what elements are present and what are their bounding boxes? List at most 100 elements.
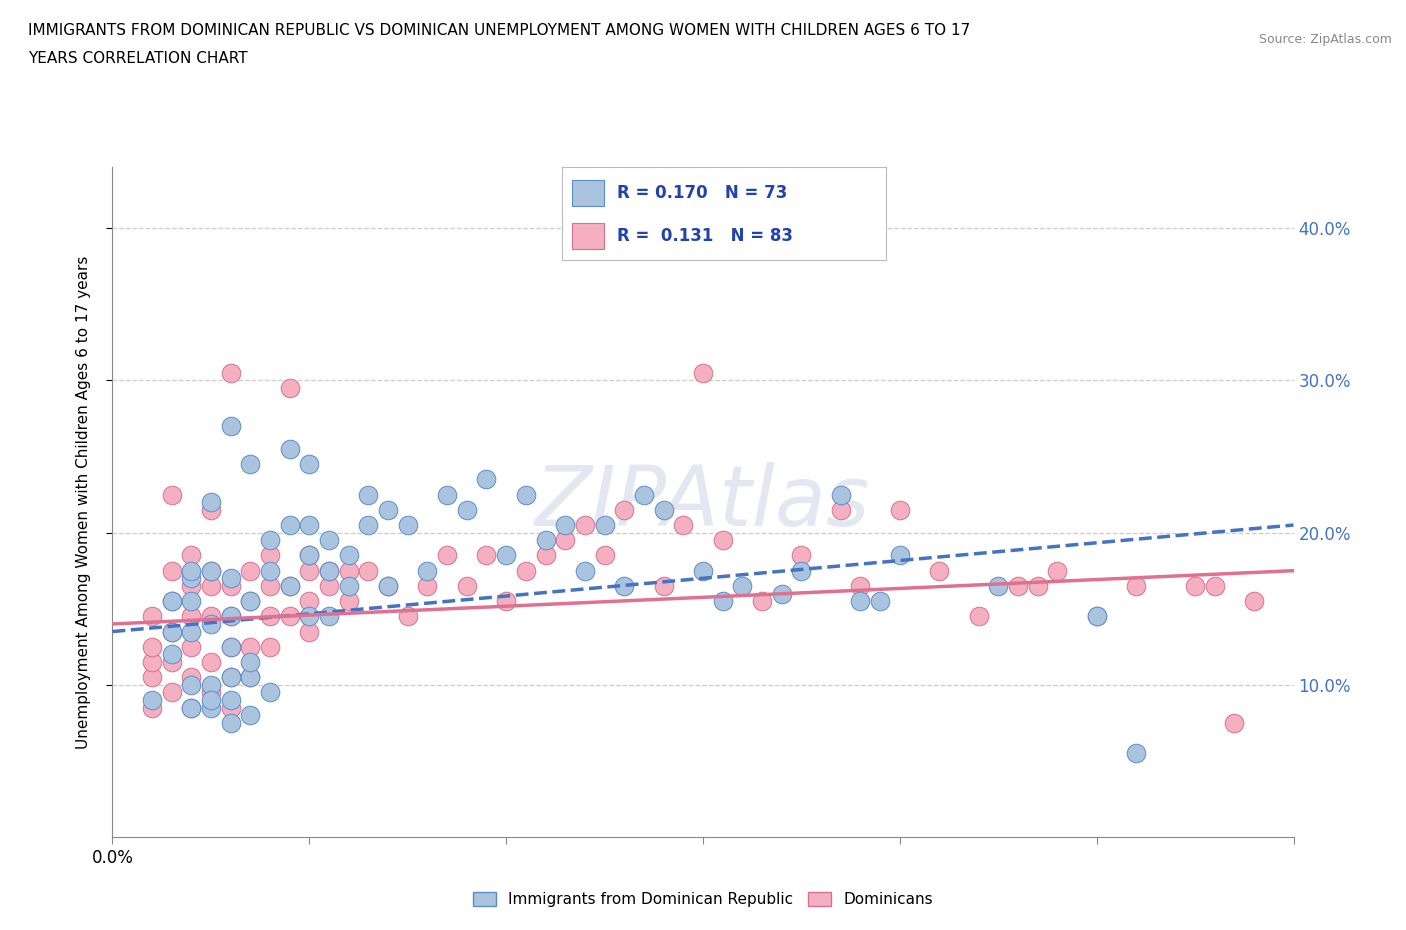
Dominicans xyxy=(180,548,202,563)
Immigrants from Dominican Republic xyxy=(141,693,163,708)
Dominicans xyxy=(711,533,734,548)
Dominicans xyxy=(219,670,242,684)
Immigrants from Dominican Republic xyxy=(318,564,340,578)
Text: ZIPAtlas: ZIPAtlas xyxy=(536,461,870,543)
Dominicans xyxy=(239,593,262,608)
Dominicans xyxy=(928,564,950,578)
Dominicans xyxy=(200,578,222,593)
Immigrants from Dominican Republic xyxy=(593,518,616,533)
Dominicans xyxy=(298,593,321,608)
Dominicans xyxy=(180,609,202,624)
Immigrants from Dominican Republic xyxy=(180,593,202,608)
Dominicans xyxy=(141,609,163,624)
Immigrants from Dominican Republic xyxy=(200,495,222,510)
Immigrants from Dominican Republic xyxy=(337,548,360,563)
Immigrants from Dominican Republic xyxy=(219,571,242,586)
Dominicans xyxy=(692,365,714,380)
Immigrants from Dominican Republic xyxy=(278,518,301,533)
Immigrants from Dominican Republic xyxy=(889,548,911,563)
Immigrants from Dominican Republic xyxy=(613,578,636,593)
Dominicans xyxy=(1223,715,1246,730)
Immigrants from Dominican Republic xyxy=(692,564,714,578)
Text: R =  0.131   N = 83: R = 0.131 N = 83 xyxy=(617,227,793,246)
Immigrants from Dominican Republic xyxy=(259,685,281,700)
Immigrants from Dominican Republic xyxy=(318,609,340,624)
Dominicans xyxy=(574,518,596,533)
Dominicans xyxy=(259,548,281,563)
Immigrants from Dominican Republic xyxy=(200,677,222,692)
Immigrants from Dominican Republic xyxy=(239,593,262,608)
Dominicans xyxy=(515,564,537,578)
Dominicans xyxy=(239,564,262,578)
Text: YEARS CORRELATION CHART: YEARS CORRELATION CHART xyxy=(28,51,247,66)
Dominicans xyxy=(298,564,321,578)
Dominicans xyxy=(278,609,301,624)
Immigrants from Dominican Republic xyxy=(219,418,242,433)
Immigrants from Dominican Republic xyxy=(869,593,891,608)
Immigrants from Dominican Republic xyxy=(180,564,202,578)
Immigrants from Dominican Republic xyxy=(219,639,242,654)
Immigrants from Dominican Republic xyxy=(515,487,537,502)
Dominicans xyxy=(495,593,517,608)
Immigrants from Dominican Republic xyxy=(219,715,242,730)
Y-axis label: Unemployment Among Women with Children Ages 6 to 17 years: Unemployment Among Women with Children A… xyxy=(76,256,91,749)
Immigrants from Dominican Republic xyxy=(456,502,478,517)
Dominicans xyxy=(337,593,360,608)
Dominicans xyxy=(239,639,262,654)
Text: R = 0.170   N = 73: R = 0.170 N = 73 xyxy=(617,184,787,203)
Dominicans xyxy=(239,670,262,684)
Immigrants from Dominican Republic xyxy=(770,586,793,601)
Dominicans xyxy=(200,564,222,578)
Dominicans xyxy=(849,578,872,593)
Immigrants from Dominican Republic xyxy=(849,593,872,608)
Immigrants from Dominican Republic xyxy=(239,457,262,472)
Dominicans xyxy=(160,685,183,700)
Immigrants from Dominican Republic xyxy=(337,578,360,593)
Immigrants from Dominican Republic xyxy=(180,571,202,586)
Immigrants from Dominican Republic xyxy=(554,518,576,533)
Dominicans xyxy=(200,685,222,700)
Dominicans xyxy=(593,548,616,563)
Immigrants from Dominican Republic xyxy=(160,624,183,639)
Dominicans xyxy=(200,655,222,670)
Immigrants from Dominican Republic xyxy=(239,655,262,670)
Dominicans xyxy=(160,487,183,502)
Immigrants from Dominican Republic xyxy=(200,700,222,715)
Dominicans xyxy=(652,578,675,593)
Immigrants from Dominican Republic xyxy=(160,647,183,662)
Immigrants from Dominican Republic xyxy=(1085,609,1108,624)
Immigrants from Dominican Republic xyxy=(711,593,734,608)
Dominicans xyxy=(416,578,439,593)
Immigrants from Dominican Republic xyxy=(396,518,419,533)
Dominicans xyxy=(219,609,242,624)
Dominicans xyxy=(141,655,163,670)
Legend: Immigrants from Dominican Republic, Dominicans: Immigrants from Dominican Republic, Domi… xyxy=(467,885,939,913)
Dominicans xyxy=(456,578,478,593)
Immigrants from Dominican Republic xyxy=(298,548,321,563)
Dominicans xyxy=(200,609,222,624)
Immigrants from Dominican Republic xyxy=(1125,746,1147,761)
Dominicans xyxy=(180,700,202,715)
Immigrants from Dominican Republic xyxy=(731,578,754,593)
Dominicans xyxy=(141,639,163,654)
Dominicans xyxy=(1125,578,1147,593)
Immigrants from Dominican Republic xyxy=(298,609,321,624)
Dominicans xyxy=(141,670,163,684)
Immigrants from Dominican Republic xyxy=(180,624,202,639)
Immigrants from Dominican Republic xyxy=(239,670,262,684)
Dominicans xyxy=(436,548,458,563)
Dominicans xyxy=(259,578,281,593)
Immigrants from Dominican Republic xyxy=(318,533,340,548)
Dominicans xyxy=(278,380,301,395)
Immigrants from Dominican Republic xyxy=(377,578,399,593)
Dominicans xyxy=(180,578,202,593)
Dominicans xyxy=(396,609,419,624)
Dominicans xyxy=(613,502,636,517)
Dominicans xyxy=(160,624,183,639)
Dominicans xyxy=(475,548,498,563)
Dominicans xyxy=(278,578,301,593)
Dominicans xyxy=(790,548,813,563)
Immigrants from Dominican Republic xyxy=(574,564,596,578)
Dominicans xyxy=(318,578,340,593)
Immigrants from Dominican Republic xyxy=(495,548,517,563)
